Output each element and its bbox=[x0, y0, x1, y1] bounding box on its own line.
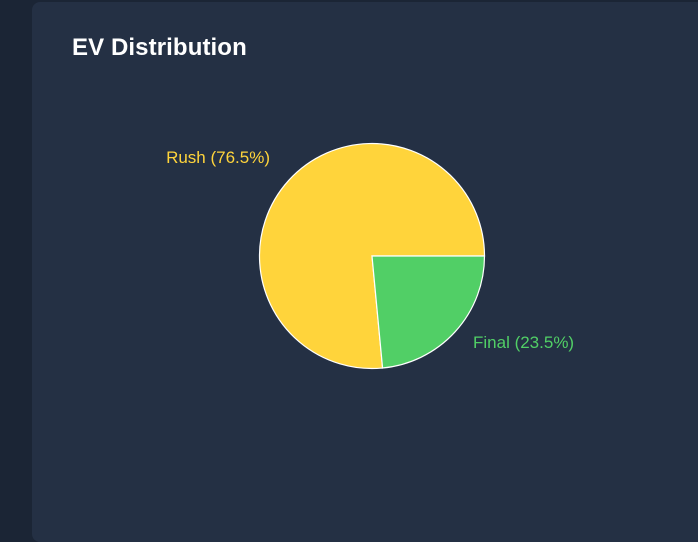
pie-label-final: Final (23.5%) bbox=[473, 333, 574, 352]
pie-chart: Rush (76.5%) Final (23.5%) bbox=[166, 142, 574, 370]
pie-labels: Rush (76.5%) Final (23.5%) bbox=[166, 148, 574, 352]
pie-slice-rush bbox=[258, 142, 486, 370]
card-title: EV Distribution bbox=[72, 34, 247, 61]
pie-slices bbox=[258, 142, 486, 370]
pie-label-rush: Rush (76.5%) bbox=[166, 148, 270, 167]
pie-slice-final bbox=[371, 255, 486, 369]
